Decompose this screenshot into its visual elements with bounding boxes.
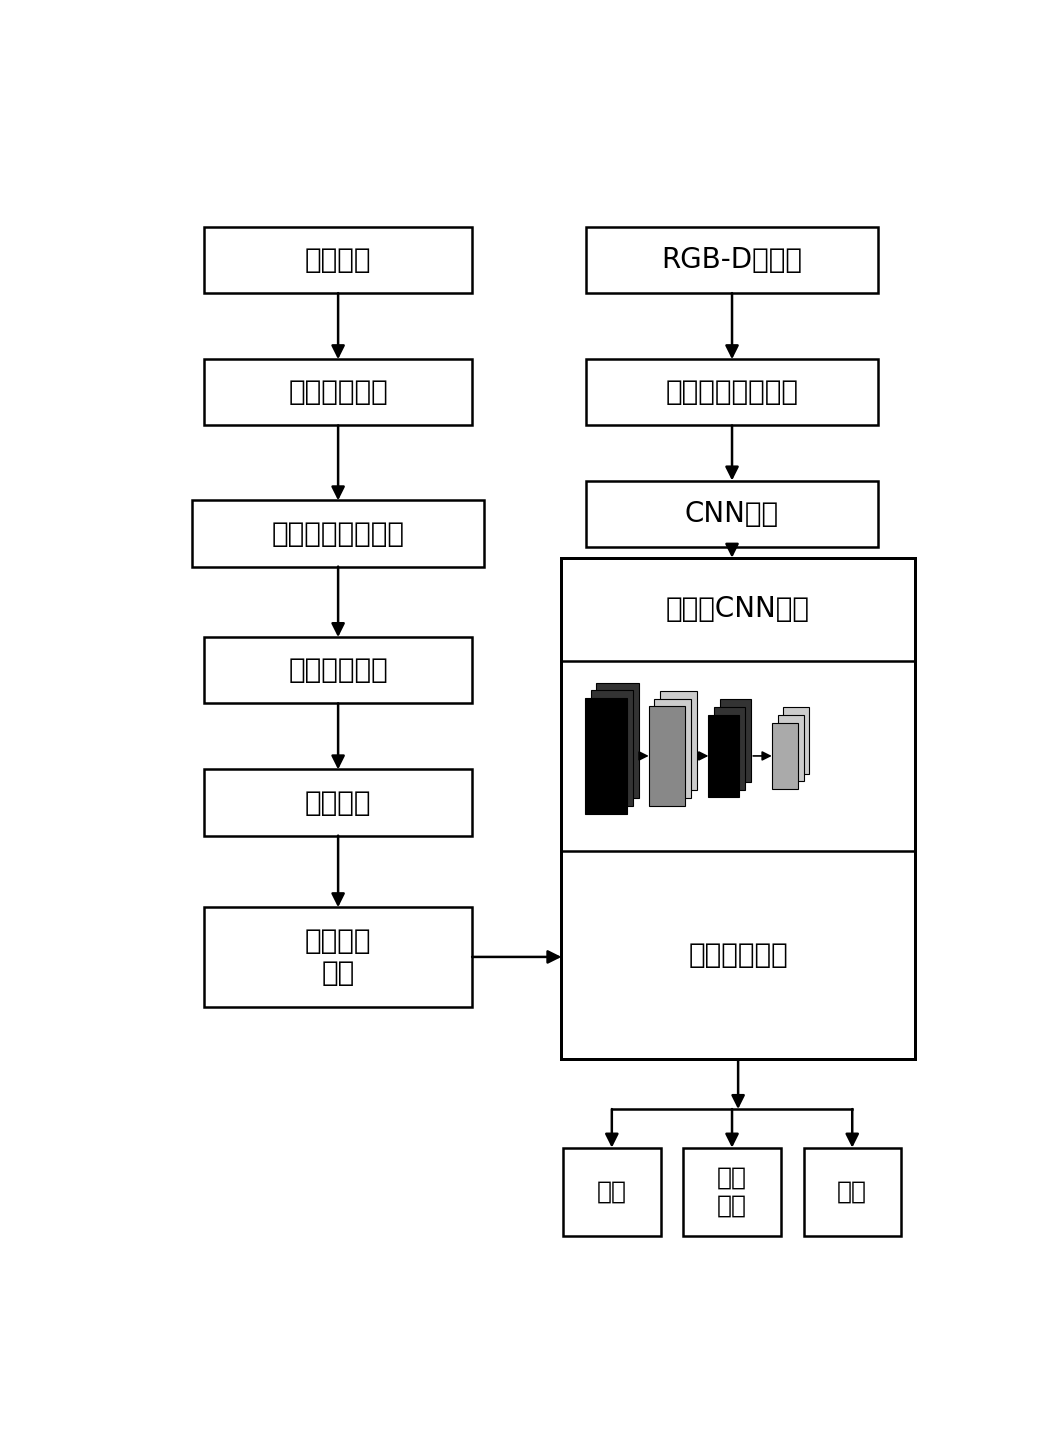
- Text: 显性特征获取: 显性特征获取: [288, 656, 388, 684]
- Text: 检测图像: 检测图像: [305, 246, 371, 274]
- Text: RGB-D图像集: RGB-D图像集: [661, 246, 803, 274]
- Bar: [649, 706, 685, 806]
- Text: 车灯视觉
特征: 车灯视觉 特征: [305, 927, 371, 987]
- Text: 阴影分割处理: 阴影分割处理: [288, 378, 388, 407]
- Text: 车型: 车型: [596, 1180, 627, 1204]
- Bar: [586, 359, 878, 425]
- Bar: [804, 1147, 901, 1236]
- Bar: [204, 769, 473, 836]
- Bar: [586, 226, 878, 294]
- Text: CNN训练: CNN训练: [685, 500, 779, 527]
- Text: 局部对比度归一化: 局部对比度归一化: [665, 378, 799, 407]
- Text: 朝向: 朝向: [837, 1180, 868, 1204]
- Bar: [660, 690, 697, 790]
- Text: 网络全连接层: 网络全连接层: [689, 941, 788, 969]
- Bar: [192, 500, 484, 567]
- Bar: [586, 481, 878, 547]
- Bar: [204, 637, 473, 703]
- Bar: [591, 690, 633, 806]
- Text: 颜色分割: 颜色分割: [305, 789, 371, 816]
- Bar: [204, 226, 473, 294]
- Text: 多任务CNN结构: 多任务CNN结构: [667, 596, 810, 623]
- Bar: [596, 683, 638, 799]
- Bar: [778, 715, 804, 782]
- Text: 车灯
状态: 车灯 状态: [717, 1166, 747, 1217]
- Bar: [563, 1147, 660, 1236]
- Bar: [708, 715, 739, 798]
- Bar: [654, 699, 691, 798]
- Bar: [783, 707, 809, 773]
- Bar: [771, 723, 798, 789]
- Bar: [204, 908, 473, 1007]
- Bar: [720, 699, 750, 782]
- Bar: [204, 359, 473, 425]
- Bar: [714, 707, 745, 789]
- Bar: [562, 557, 915, 1060]
- Bar: [683, 1147, 781, 1236]
- Text: 车辆候选区域图像: 车辆候选区域图像: [271, 520, 405, 547]
- Bar: [585, 697, 628, 813]
